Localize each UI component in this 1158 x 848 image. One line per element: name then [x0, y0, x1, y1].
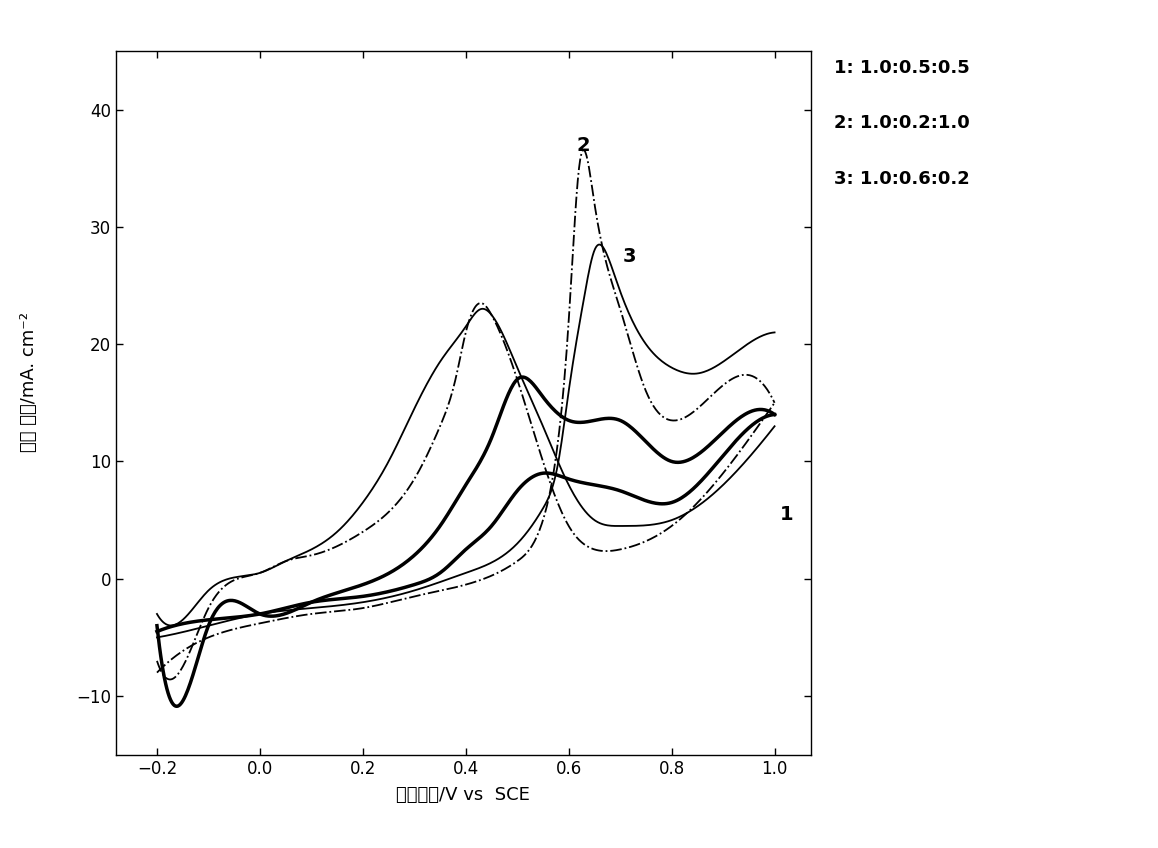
Text: 2: 2 [577, 136, 591, 154]
Text: 2: 1.0:0.2:1.0: 2: 1.0:0.2:1.0 [834, 114, 969, 132]
Text: 3: 3 [623, 247, 636, 266]
Text: 1: 1 [779, 505, 793, 524]
Text: 电流 密度/mA. cm⁻²: 电流 密度/mA. cm⁻² [20, 311, 38, 452]
X-axis label: 电极电位/V vs  SCE: 电极电位/V vs SCE [396, 786, 530, 804]
Text: 1: 1.0:0.5:0.5: 1: 1.0:0.5:0.5 [834, 59, 969, 77]
Text: 3: 1.0:0.6:0.2: 3: 1.0:0.6:0.2 [834, 170, 969, 187]
